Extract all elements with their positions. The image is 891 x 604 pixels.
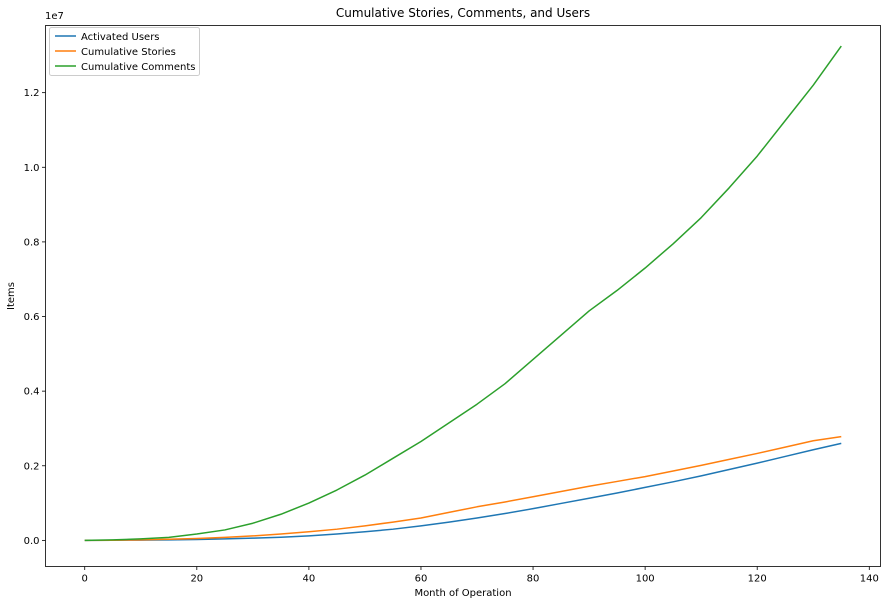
y-tick-label-4: 0.8 bbox=[24, 237, 40, 248]
x-tick-label-140: 140 bbox=[860, 574, 879, 585]
x-tick-label-20: 20 bbox=[190, 574, 203, 585]
series-line-cumulative-stories bbox=[84, 435, 842, 542]
y-tick-label-2: 0.4 bbox=[24, 387, 40, 398]
x-tick-label-100: 100 bbox=[636, 574, 655, 585]
x-axis-label: Month of Operation bbox=[414, 588, 511, 599]
legend-frame bbox=[49, 27, 200, 76]
x-axis-ticks: 0 20 40 60 80 100 120 140 bbox=[82, 566, 879, 585]
legend-label-cumulative-stories: Cumulative Stories bbox=[81, 47, 176, 58]
y-tick-label-6: 1.2 bbox=[24, 88, 40, 99]
y-tick-label-1: 0.2 bbox=[24, 461, 40, 472]
series-lines bbox=[84, 45, 842, 542]
y-axis-offset-label: 1e7 bbox=[45, 11, 64, 22]
legend: Activated Users Cumulative Stories Cumul… bbox=[49, 27, 200, 76]
x-tick-label-120: 120 bbox=[748, 574, 767, 585]
x-tick-label-80: 80 bbox=[527, 574, 540, 585]
y-axis-ticks: 0.0 0.2 0.4 0.6 0.8 1.0 1.2 bbox=[24, 88, 46, 547]
legend-label-activated-users: Activated Users bbox=[81, 32, 160, 43]
legend-label-cumulative-comments: Cumulative Comments bbox=[81, 62, 195, 73]
y-axis-label: Items bbox=[6, 282, 17, 310]
x-tick-label-60: 60 bbox=[415, 574, 428, 585]
series-line-cumulative-comments bbox=[84, 45, 842, 542]
series-line-activated-users bbox=[84, 442, 842, 542]
y-tick-label-0: 0.0 bbox=[24, 536, 40, 547]
x-tick-label-0: 0 bbox=[82, 574, 88, 585]
plot-frame bbox=[45, 25, 881, 567]
x-tick-label-40: 40 bbox=[303, 574, 316, 585]
y-tick-label-5: 1.0 bbox=[24, 163, 40, 174]
chart-title: Cumulative Stories, Comments, and Users bbox=[336, 6, 590, 20]
y-tick-label-3: 0.6 bbox=[24, 312, 40, 323]
